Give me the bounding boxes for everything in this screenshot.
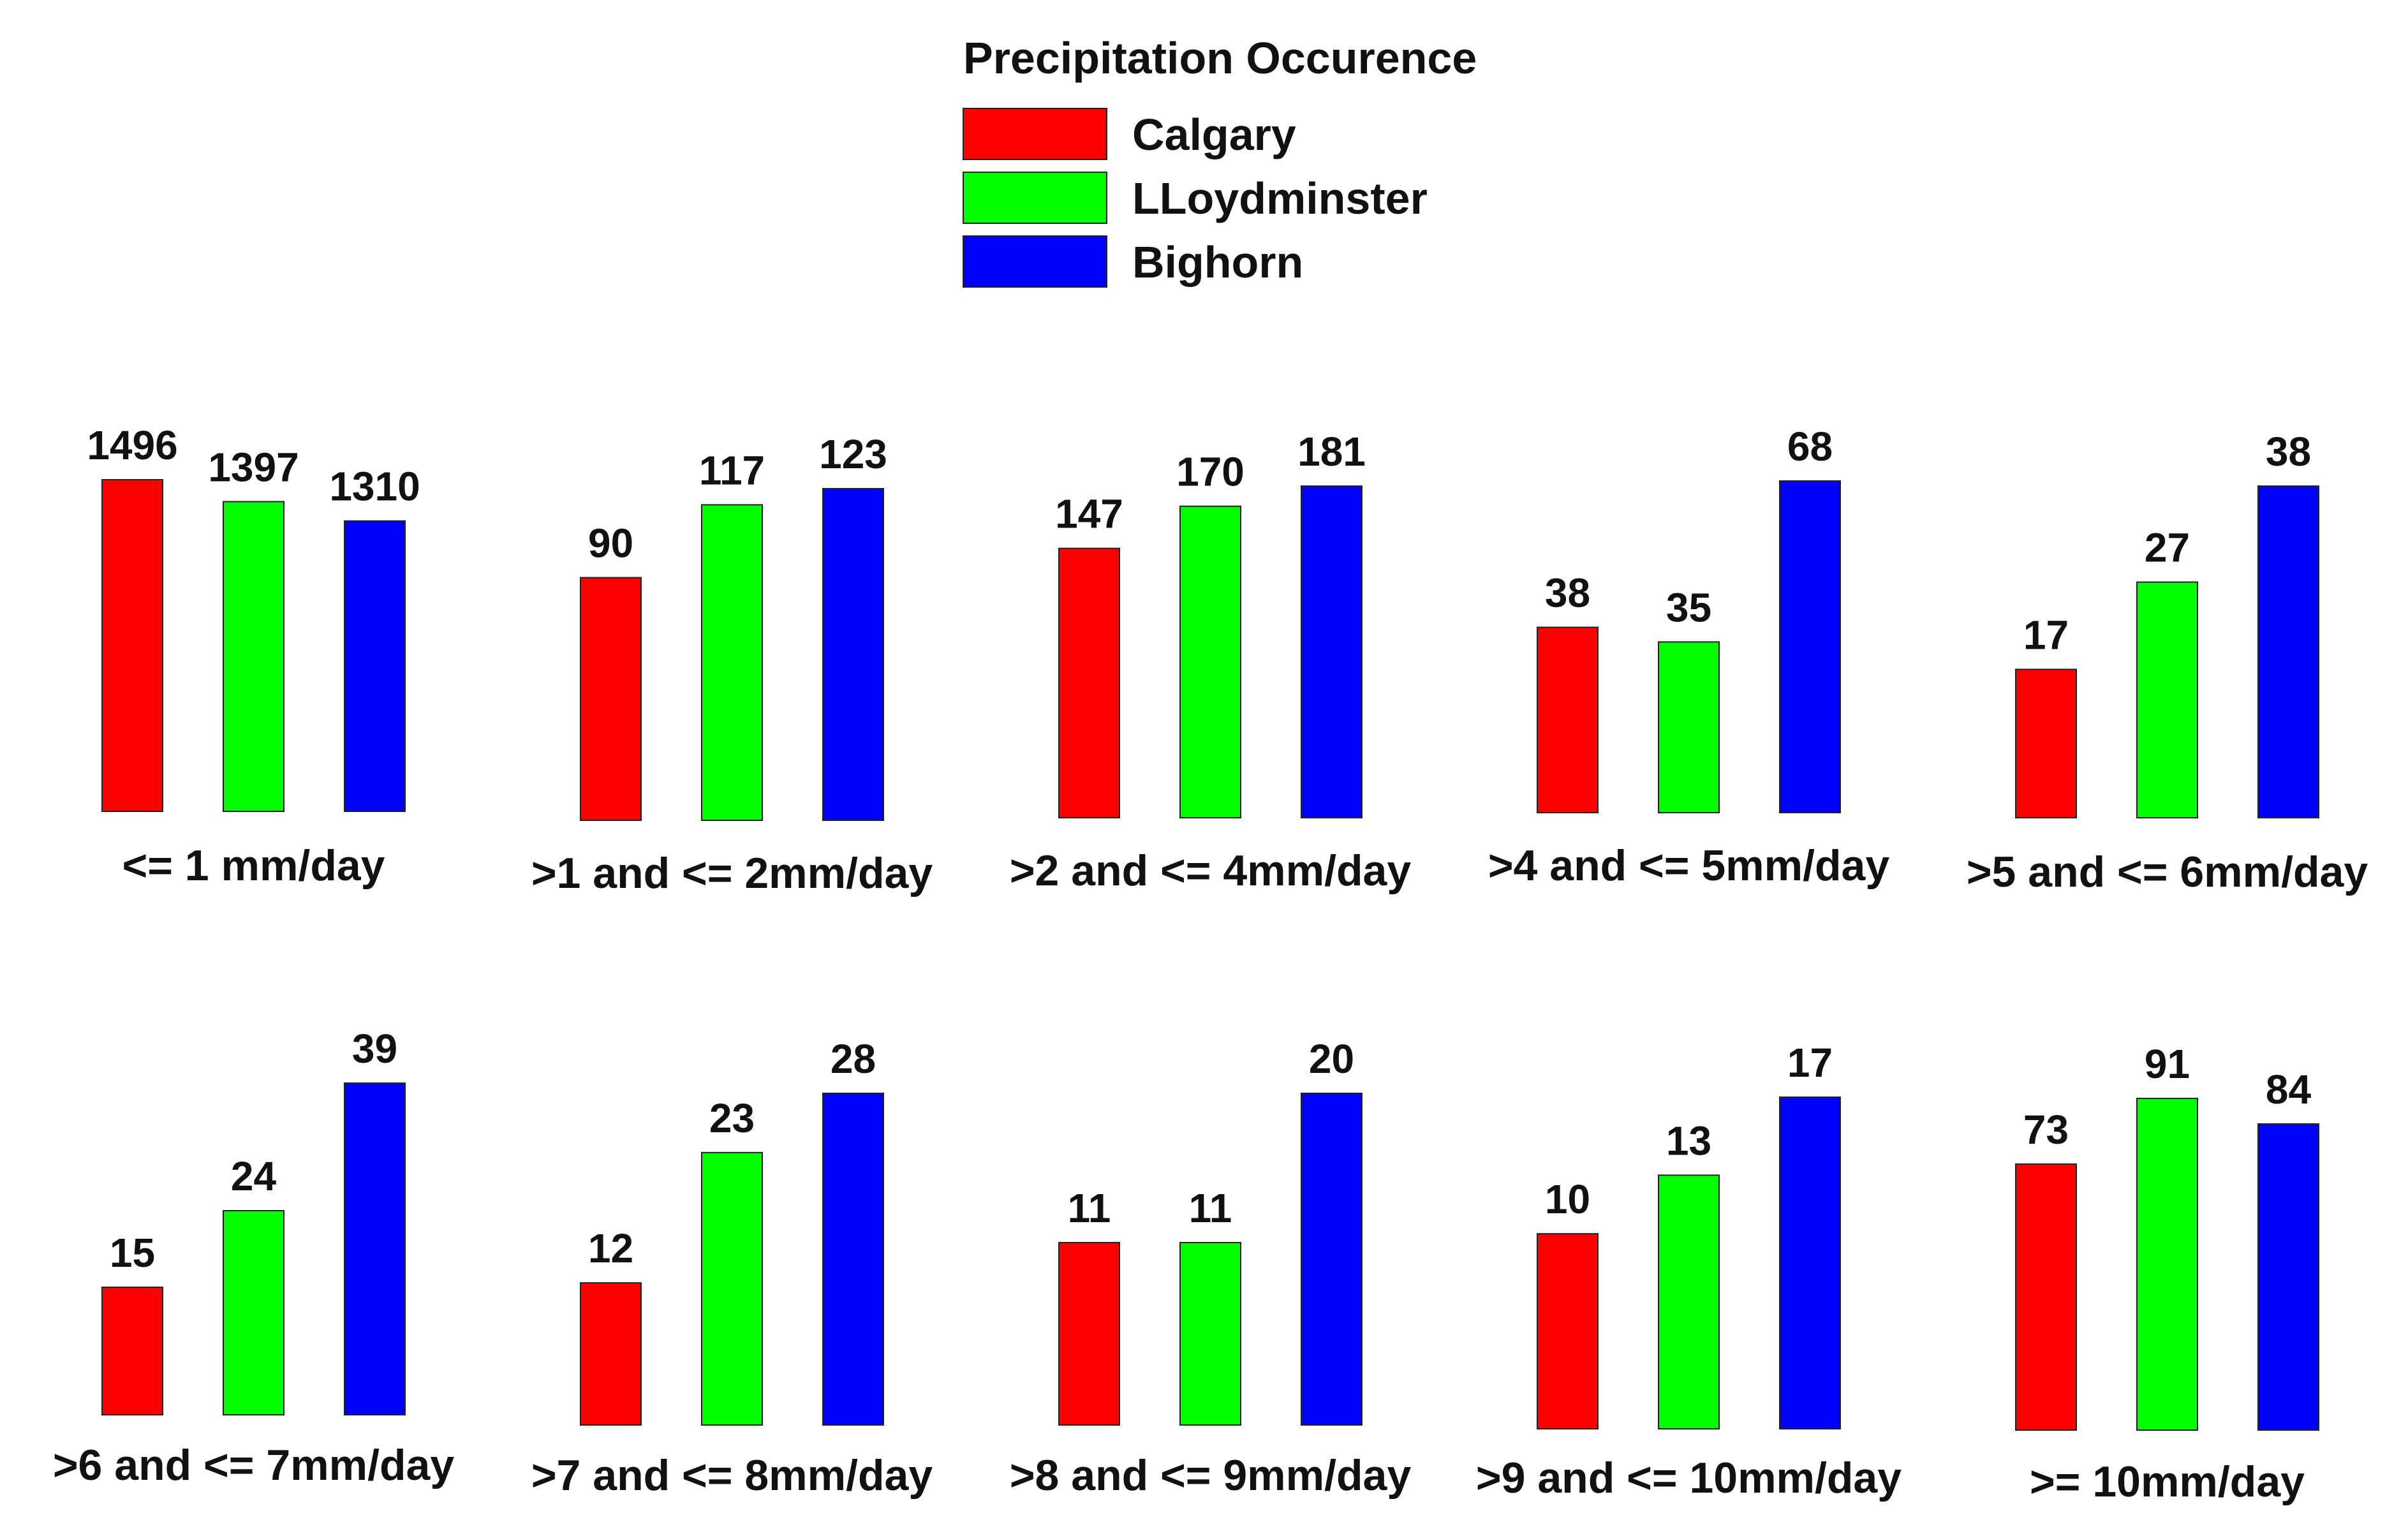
legend-title: Precipitation Occurence [963,33,1477,83]
panel-4: 38 35 68 >4 and <= 5mm/day [1488,424,1890,890]
bar-lloydminster [223,1210,284,1415]
bar-lloydminster [1179,1242,1241,1426]
data-label-bighorn: 17 [1787,1040,1833,1086]
bar-calgary [1537,626,1599,813]
bar-bighorn [822,1093,884,1426]
panel-7: 12 23 28 >7 and <= 8mm/day [531,1036,933,1500]
data-label-lloydminster: 24 [231,1153,277,1199]
bar-lloydminster [1179,505,1241,819]
bar-lloydminster [2136,1098,2198,1431]
data-label-calgary: 12 [588,1225,633,1271]
legend-label-lloydminster: LLoydminster [1132,174,1428,223]
bar-bighorn [2257,1123,2319,1431]
panel-9: 10 13 17 >9 and <= 10mm/day [1476,1040,1902,1502]
bar-calgary [2015,1163,2077,1431]
legend-label-bighorn: Bighorn [1132,237,1303,287]
bar-bighorn [1779,1097,1841,1429]
bar-bighorn [344,1082,406,1415]
data-label-calgary: 90 [588,521,633,566]
data-label-bighorn: 123 [819,431,887,477]
bar-calgary [101,1287,163,1415]
data-label-bighorn: 181 [1297,429,1366,475]
bar-lloydminster [1658,1174,1720,1429]
panel-3: 147 170 181 >2 and <= 4mm/day [1010,429,1412,895]
bar-bighorn [2257,485,2319,818]
panel-title: >9 and <= 10mm/day [1476,1454,1902,1502]
legend-label-calgary: Calgary [1132,110,1296,159]
bar-bighorn [1779,480,1841,813]
data-label-calgary: 15 [110,1230,155,1276]
panel-title: >1 and <= 2mm/day [531,849,933,897]
bar-bighorn [822,488,884,821]
data-label-bighorn: 1310 [329,464,420,510]
bar-bighorn [1301,1093,1363,1426]
data-label-bighorn: 20 [1309,1036,1354,1082]
data-label-lloydminster: 1397 [208,444,299,490]
panel-title: >4 and <= 5mm/day [1488,841,1890,890]
data-label-calgary: 10 [1545,1176,1590,1222]
bar-calgary [580,1282,642,1426]
bar-lloydminster [223,501,284,812]
data-label-calgary: 38 [1545,570,1590,616]
data-label-bighorn: 68 [1787,424,1833,469]
data-label-bighorn: 84 [2266,1067,2312,1112]
data-label-bighorn: 39 [352,1026,397,1072]
bar-calgary [2015,668,2077,818]
panel-6: 15 24 39 >6 and <= 7mm/day [53,1026,455,1489]
data-label-calgary: 1496 [87,422,177,468]
panel-title: >7 and <= 8mm/day [531,1451,933,1500]
data-label-bighorn: 38 [2266,429,2311,475]
bar-calgary [1058,547,1120,818]
panel-title: >5 and <= 6mm/day [1967,848,2368,896]
panel-title: <= 1 mm/day [122,841,385,890]
data-label-lloydminster: 91 [2145,1041,2190,1087]
legend-swatch-lloydminster [963,172,1107,224]
data-label-calgary: 17 [2023,612,2069,658]
bar-calgary [580,577,642,821]
data-label-lloydminster: 35 [1666,584,1711,630]
panel-10: 73 91 84 >= 10mm/day [2015,1041,2319,1506]
panel-2: 90 117 123 >1 and <= 2mm/day [531,431,933,897]
panel-1: 1496 1397 1310 <= 1 mm/day [87,422,420,890]
data-label-calgary: 11 [1068,1185,1111,1231]
data-label-lloydminster: 23 [709,1095,755,1141]
data-label-bighorn: 28 [831,1036,876,1082]
bar-lloydminster [701,504,763,821]
data-label-lloydminster: 13 [1666,1118,1711,1163]
data-label-lloydminster: 170 [1176,449,1245,495]
legend-swatch-bighorn [963,235,1107,288]
legend-swatch-calgary [963,108,1107,160]
data-label-lloydminster: 27 [2145,525,2190,571]
panel-title: >6 and <= 7mm/day [53,1441,455,1489]
panel-5: 17 27 38 >5 and <= 6mm/day [1967,429,2368,896]
bar-lloydminster [1658,641,1720,814]
data-label-lloydminster: 117 [699,447,765,493]
data-label-calgary: 147 [1055,491,1123,537]
data-label-calgary: 73 [2023,1107,2069,1153]
data-label-lloydminster: 11 [1189,1185,1232,1231]
legend: Precipitation Occurence Calgary LLoydmin… [963,33,1477,288]
bar-calgary [101,479,163,812]
bar-lloydminster [701,1151,763,1426]
bar-bighorn [1301,485,1363,818]
bar-calgary [1058,1242,1120,1426]
panel-8: 11 11 20 >8 and <= 9mm/day [1010,1036,1412,1500]
bar-bighorn [344,520,406,812]
bar-calgary [1537,1233,1599,1430]
bar-lloydminster [2136,581,2198,818]
panel-title: >= 10mm/day [2030,1458,2305,1506]
panel-title: >2 and <= 4mm/day [1010,846,1412,895]
panel-title: >8 and <= 9mm/day [1010,1451,1412,1500]
